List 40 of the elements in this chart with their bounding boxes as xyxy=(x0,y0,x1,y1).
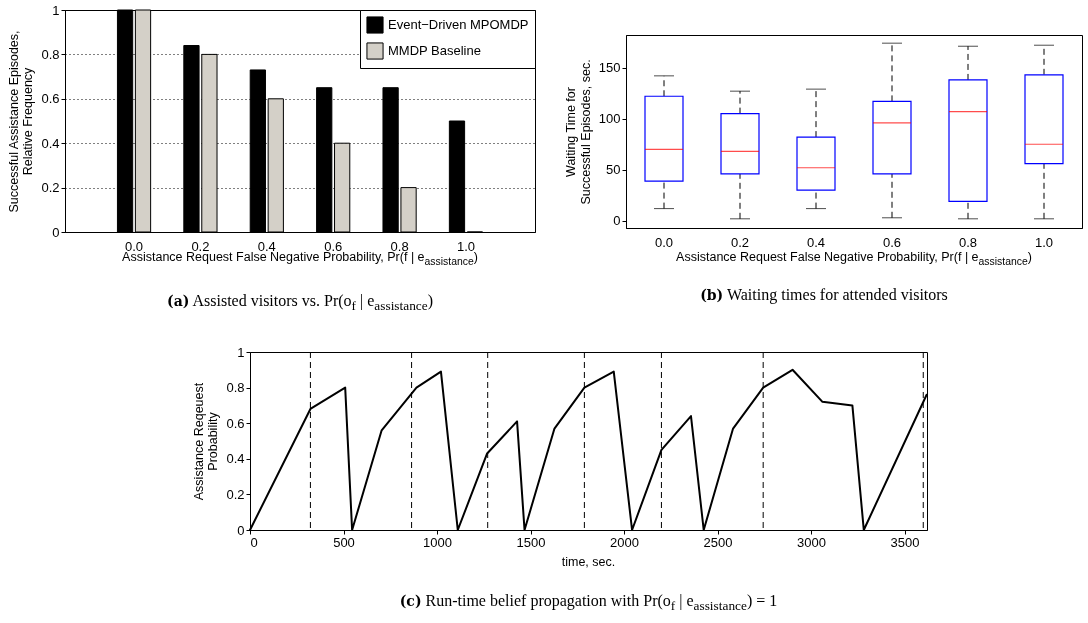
y-tick-label: 150 xyxy=(598,60,621,76)
text: (c) Run-time belief propagation with Pr(o$_{f}$ | e$_{assistance}$) = 1 xyxy=(398,592,779,615)
x-tick-label: 0.6 xyxy=(882,234,902,250)
text: (a) Assisted visitors vs. Pr(o$_{f}$ | e$_{assistance}$) xyxy=(166,292,434,315)
y-tick-label: 0.8 xyxy=(41,46,60,62)
x-axis-title: time, sec. xyxy=(560,555,617,569)
x-tick-label: 500 xyxy=(333,534,355,550)
x-tick-label: 3000 xyxy=(797,534,827,550)
y-tick-label: 1 xyxy=(237,344,245,360)
y-tick-label: 0.2 xyxy=(41,180,60,196)
x-tick-label: 0.4 xyxy=(806,234,826,250)
x-tick-label: 0.8 xyxy=(958,234,978,250)
x-tick-label: 0.2 xyxy=(730,234,750,250)
y-tick-label: 0 xyxy=(613,213,621,229)
y-tick-label: 0 xyxy=(237,522,245,538)
y-tick-label: 0.2 xyxy=(226,486,245,502)
y-tick-label: 100 xyxy=(598,111,621,127)
legend-label: Event−Driven MPOMDP xyxy=(388,17,529,32)
y-tick-label: 0.6 xyxy=(41,91,60,107)
y-tick-label: 1 xyxy=(52,2,60,18)
legend-label: MMDP Baseline xyxy=(388,43,481,58)
x-tick-label: 1500 xyxy=(516,534,546,550)
y-tick-label: 0 xyxy=(52,224,60,240)
x-tick-label: 0.0 xyxy=(654,234,674,250)
x-tick-label: 1.0 xyxy=(1034,234,1054,250)
y-tick-label: 0.8 xyxy=(226,380,245,396)
y-tick-label: 0.4 xyxy=(226,451,245,467)
x-tick-label: 3500 xyxy=(890,534,920,550)
y-axis-title: Successful Assistance Episodes, Relative Frequency xyxy=(6,30,36,213)
y-tick-label: 0.4 xyxy=(41,135,60,151)
y-axis-title: Assistance Reqeuest Probability xyxy=(191,382,221,501)
y-axis-title: Waiting Time for Successful Episodes, sec. xyxy=(564,59,593,205)
x-tick-label: 2000 xyxy=(610,534,639,550)
x-axis-title: Assistance Request False Negative Probability, Pr(f | e$_{assistance}$) xyxy=(675,250,1033,267)
x-tick-label: 0 xyxy=(250,534,258,550)
x-tick-label: 1000 xyxy=(423,534,452,550)
y-tick-label: 0.6 xyxy=(226,415,245,431)
text: (b) Waiting times for attended visitors xyxy=(699,286,949,304)
x-tick-label: 2500 xyxy=(703,534,733,550)
y-tick-label: 50 xyxy=(606,162,621,178)
